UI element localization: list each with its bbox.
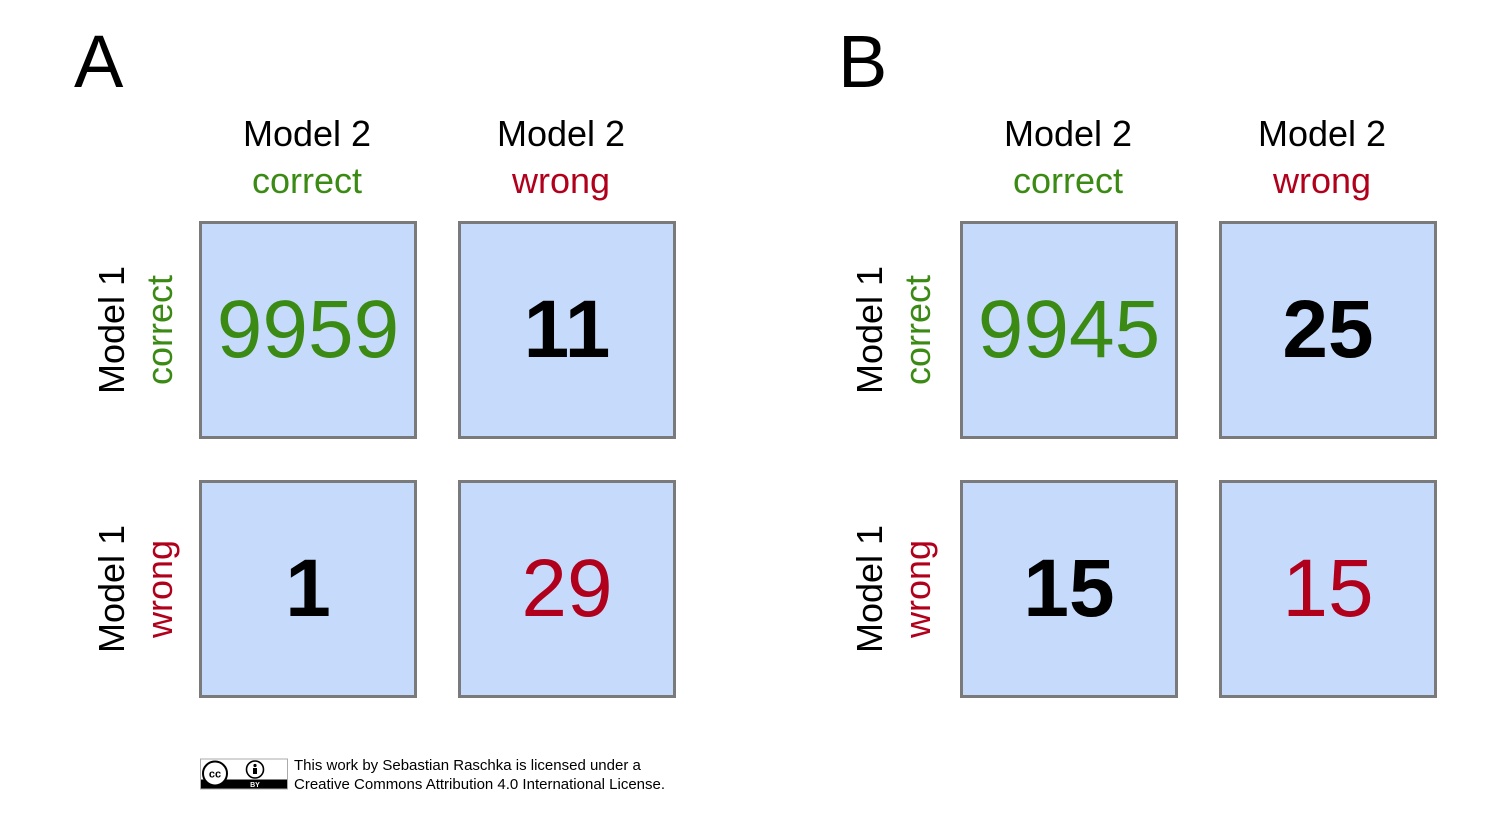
row-status-label: correct bbox=[139, 274, 180, 386]
column-header-correct: Model 2 correct bbox=[197, 112, 417, 206]
panel-letter: B bbox=[838, 20, 888, 103]
license-line-1[interactable]: This work by Sebastian Raschka is licens… bbox=[294, 757, 641, 774]
license-line-2[interactable]: Creative Commons Attribution 4.0 Interna… bbox=[294, 776, 666, 793]
cell-correct-wrong: 11 bbox=[458, 221, 676, 439]
cc-by-badge-icon[interactable]: cc BY bbox=[200, 758, 288, 790]
column-model-label: Model 2 bbox=[242, 113, 372, 154]
row-model-label: Model 1 bbox=[91, 524, 132, 654]
column-model-label: Model 2 bbox=[496, 113, 626, 154]
cell-wrong-correct: 15 bbox=[960, 480, 1178, 698]
cell-value: 9959 bbox=[216, 284, 400, 375]
cell-value: 25 bbox=[1282, 284, 1374, 375]
cell-value: 15 bbox=[1282, 543, 1374, 634]
panel-b: B Model 2 correct Model 2 wrong Model 1 … bbox=[760, 0, 1491, 740]
column-header-wrong: Model 2 wrong bbox=[451, 112, 671, 206]
column-model-label: Model 2 bbox=[1257, 113, 1387, 154]
cell-value: 15 bbox=[1023, 543, 1115, 634]
row-status-label: correct bbox=[897, 274, 938, 386]
cell-wrong-correct: 1 bbox=[199, 480, 417, 698]
cell-value: 29 bbox=[521, 543, 613, 634]
cell-wrong-wrong: 29 bbox=[458, 480, 676, 698]
column-model-label: Model 2 bbox=[1003, 113, 1133, 154]
row-header-wrong: Model 1 wrong bbox=[848, 479, 948, 699]
cell-correct-correct: 9959 bbox=[199, 221, 417, 439]
panel-letter: A bbox=[74, 20, 124, 103]
row-header-wrong: Model 1 wrong bbox=[90, 479, 190, 699]
license-notice: cc BY This work by Sebastian Raschka is … bbox=[200, 756, 665, 794]
license-text: This work by Sebastian Raschka is licens… bbox=[294, 756, 665, 794]
cell-value: 1 bbox=[285, 543, 331, 634]
panel-a: A Model 2 correct Model 2 wrong Model 1 … bbox=[0, 0, 745, 740]
cell-correct-wrong: 25 bbox=[1219, 221, 1437, 439]
cell-wrong-wrong: 15 bbox=[1219, 480, 1437, 698]
cc-badge-label: cc bbox=[209, 769, 221, 781]
row-header-correct: Model 1 correct bbox=[90, 220, 190, 440]
column-status-label: wrong bbox=[511, 160, 611, 201]
row-model-label: Model 1 bbox=[849, 524, 890, 654]
cell-value: 11 bbox=[523, 284, 611, 375]
column-status-label: correct bbox=[1012, 160, 1124, 201]
row-status-label: wrong bbox=[139, 539, 180, 639]
row-model-label: Model 1 bbox=[91, 265, 132, 395]
cell-value: 9945 bbox=[977, 284, 1161, 375]
column-header-correct: Model 2 correct bbox=[958, 112, 1178, 206]
row-header-correct: Model 1 correct bbox=[848, 220, 948, 440]
row-model-label: Model 1 bbox=[849, 265, 890, 395]
cell-correct-correct: 9945 bbox=[960, 221, 1178, 439]
column-status-label: wrong bbox=[1272, 160, 1372, 201]
row-status-label: wrong bbox=[897, 539, 938, 639]
by-badge-label: BY bbox=[250, 782, 260, 789]
column-header-wrong: Model 2 wrong bbox=[1212, 112, 1432, 206]
column-status-label: correct bbox=[251, 160, 363, 201]
